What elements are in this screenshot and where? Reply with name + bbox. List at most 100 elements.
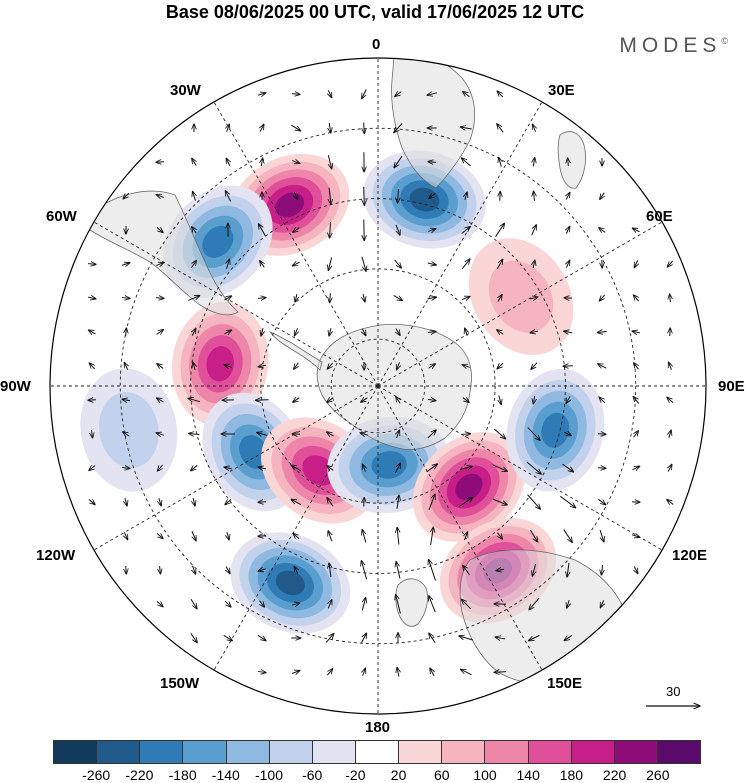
wind-arrow — [126, 328, 127, 337]
wind-arrow — [397, 362, 400, 369]
anomaly-center-8 — [412, 432, 526, 542]
wind-arrow — [360, 433, 368, 435]
meridian-line — [93, 385, 379, 551]
wind-arrow — [533, 158, 534, 167]
colorbar-swatch — [139, 740, 184, 764]
wind-arrow — [157, 364, 164, 369]
wind-arrow — [394, 259, 402, 268]
wind-arrow — [497, 330, 504, 335]
wind-arrow — [157, 398, 164, 402]
wind-arrow — [192, 227, 197, 234]
wind-arrow — [258, 467, 267, 469]
wind-arrow — [329, 327, 331, 336]
wind-arrow — [460, 127, 472, 129]
wind-arrow — [498, 532, 503, 539]
wind-arrow — [667, 260, 674, 267]
wind-arrow — [294, 362, 299, 369]
wind-arrow — [397, 527, 399, 545]
wind-arrow — [459, 466, 473, 469]
label-120w: 120W — [36, 547, 76, 564]
wind-arrow — [293, 228, 300, 233]
label-120e: 120E — [672, 547, 708, 564]
wind-arrow — [632, 228, 640, 232]
wind-arrow — [600, 192, 605, 200]
wind-arrow — [461, 599, 471, 610]
anomaly-contour — [541, 412, 570, 448]
wind-arrow — [632, 535, 640, 538]
label-180: 180 — [365, 719, 391, 736]
wind-arrow — [527, 427, 540, 441]
wind-arrow — [125, 498, 127, 506]
wind-arrow — [192, 328, 195, 336]
label-30w: 30W — [170, 82, 201, 99]
wind-arrow — [258, 569, 266, 571]
wind-arrow — [464, 532, 467, 541]
wind-arrow — [534, 191, 535, 201]
wind-arrow — [427, 430, 436, 439]
wind-arrow — [462, 365, 470, 368]
wind-arrow — [190, 598, 197, 609]
label-90w: 90W — [0, 378, 31, 395]
wind-arrow — [361, 398, 368, 402]
anomaly-contour — [371, 451, 407, 479]
wind-arrow — [257, 432, 268, 435]
wind-arrow — [292, 161, 299, 164]
wind-arrow — [87, 264, 96, 265]
wind-arrow — [394, 156, 403, 167]
wind-arrow — [227, 124, 230, 132]
wind-arrow — [527, 494, 541, 509]
wind-arrow — [226, 158, 230, 166]
africa — [391, 58, 475, 189]
colorbar-swatch — [656, 740, 702, 764]
wind-arrow — [632, 466, 639, 470]
wind-arrow — [327, 362, 334, 369]
wind-arrow — [600, 530, 604, 542]
wind-arrow — [634, 566, 637, 573]
wind-arrow — [598, 364, 607, 368]
wind-arrow — [532, 563, 535, 576]
wind-arrow — [600, 600, 603, 607]
colorbar-tick-label: -140 — [211, 767, 240, 783]
wind-arrow — [495, 637, 505, 639]
wind-arrow — [224, 467, 233, 469]
wind-arrow — [499, 395, 501, 404]
wind-arrow — [362, 89, 367, 98]
wind-arrow — [566, 226, 569, 234]
wind-arrow — [599, 397, 606, 404]
wind-arrow — [188, 296, 199, 301]
wind-arrow — [567, 599, 569, 608]
colorbar — [53, 740, 702, 764]
wind-arrow — [294, 192, 297, 199]
wind-arrow — [533, 395, 534, 404]
wind-arrow — [327, 398, 334, 403]
wind-arrow — [632, 331, 641, 333]
latitude-circle — [330, 338, 426, 434]
wind-arrow — [495, 223, 505, 237]
wind-arrow — [426, 464, 438, 473]
wind-arrow — [669, 430, 671, 438]
wind-arrow — [395, 463, 400, 474]
wind-arrow — [121, 468, 130, 469]
wind-arrow — [225, 499, 232, 504]
wind-arrow — [328, 600, 332, 609]
wind-arrow — [529, 597, 540, 610]
wind-arrow — [363, 464, 366, 472]
wind-arrow — [160, 565, 161, 574]
wind-arrow — [461, 434, 471, 435]
brand-name: MODES — [619, 34, 722, 57]
wind-arrow — [362, 598, 365, 611]
wind-arrow — [459, 636, 474, 641]
wind-arrow — [293, 398, 300, 403]
wind-arrow — [461, 158, 471, 167]
wind-arrow — [329, 563, 331, 578]
wind-arrow — [395, 92, 402, 97]
wind-arrow — [427, 93, 438, 95]
wind-arrow — [156, 263, 163, 266]
anomaly-contour — [275, 570, 305, 596]
colorbar-swatch — [182, 740, 227, 764]
wind-arrow — [227, 259, 230, 269]
wind-arrow — [156, 532, 163, 538]
wind-arrow — [291, 499, 302, 506]
wind-arrow — [121, 298, 130, 299]
wind-arrow — [260, 124, 264, 132]
